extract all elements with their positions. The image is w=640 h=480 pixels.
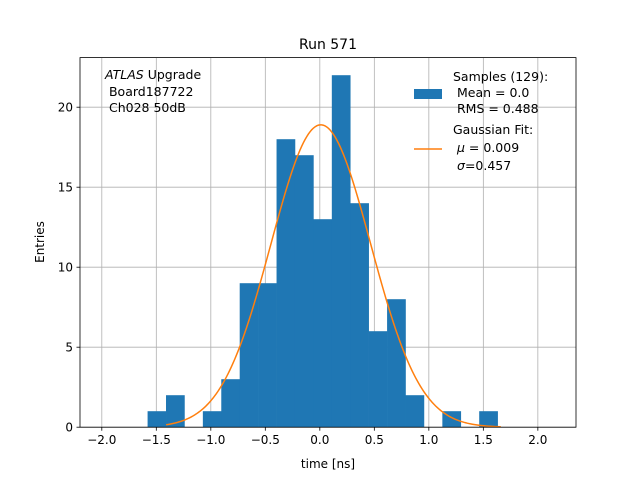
y-tick-label: 15 bbox=[58, 181, 73, 195]
x-tick-label: 0.5 bbox=[365, 433, 384, 447]
histogram-bar bbox=[258, 283, 277, 428]
legend-samples-rms: RMS = 0.488 bbox=[453, 101, 539, 116]
x-tick-label: −1.5 bbox=[142, 433, 171, 447]
x-axis-ticks: −2.0 −1.5 −1.0 −0.5 0.0 0.5 1.0 1.5 2.0 bbox=[87, 427, 547, 447]
y-tick-label: 0 bbox=[65, 421, 73, 435]
x-tick-label: 2.0 bbox=[528, 433, 547, 447]
y-tick-label: 20 bbox=[58, 101, 73, 115]
svg-text:ATLAS Upgrade: ATLAS Upgrade bbox=[104, 67, 201, 82]
legend-sigma-symbol: σ bbox=[457, 158, 466, 173]
channel-label: Ch028 50dB bbox=[105, 100, 186, 115]
svg-text:σ=0.457: σ=0.457 bbox=[457, 158, 511, 173]
histogram-bar bbox=[166, 395, 185, 428]
histogram-bar bbox=[202, 411, 222, 428]
histogram-bar bbox=[350, 203, 369, 428]
x-tick-label: 1.0 bbox=[419, 433, 438, 447]
legend-samples-mean: Mean = 0.0 bbox=[453, 85, 529, 100]
plot-frame bbox=[79, 57, 577, 428]
histogram-bar bbox=[368, 331, 388, 428]
legend-mu-symbol: μ bbox=[456, 140, 465, 155]
histogram-bar bbox=[331, 75, 351, 428]
run-annotation: ATLAS Upgrade Board187722 Ch028 50dB bbox=[104, 67, 201, 115]
legend-samples-title: Samples (129): bbox=[453, 69, 548, 84]
histogram-bar bbox=[479, 411, 498, 428]
histogram-bar bbox=[387, 299, 406, 428]
x-axis-label: time [ns] bbox=[301, 457, 355, 471]
experiment-name: ATLAS bbox=[104, 67, 144, 82]
y-axis-ticks: 0 5 10 15 20 bbox=[58, 101, 80, 435]
histogram-bar bbox=[405, 395, 425, 428]
svg-text:μ = 0.009: μ = 0.009 bbox=[456, 140, 519, 155]
histogram-bar bbox=[313, 219, 333, 428]
chart-title: Run 571 bbox=[299, 37, 357, 53]
histogram-bar bbox=[294, 155, 314, 428]
histogram-bar bbox=[221, 379, 241, 428]
x-tick-label: 0.0 bbox=[310, 433, 329, 447]
legend: Samples (129): Mean = 0.0 RMS = 0.488 Ga… bbox=[414, 69, 548, 173]
legend-sigma-value: =0.457 bbox=[465, 158, 511, 173]
upgrade-label: Upgrade bbox=[144, 67, 202, 82]
legend-fit-title: Gaussian Fit: bbox=[453, 122, 533, 137]
x-tick-label: −0.5 bbox=[251, 433, 280, 447]
x-tick-label: 1.5 bbox=[474, 433, 493, 447]
y-tick-label: 10 bbox=[58, 261, 73, 275]
x-tick-label: −2.0 bbox=[87, 433, 116, 447]
gaussian-fit-line bbox=[166, 124, 501, 428]
legend-mu-value: = 0.009 bbox=[465, 140, 519, 155]
legend-samples-patch bbox=[414, 89, 442, 99]
y-axis-label: Entries bbox=[33, 221, 47, 263]
histogram-bar bbox=[147, 411, 167, 428]
histogram-bar bbox=[239, 283, 259, 428]
histogram-bar bbox=[276, 139, 296, 428]
x-tick-label: −1.0 bbox=[196, 433, 225, 447]
board-label: Board187722 bbox=[105, 84, 193, 99]
histogram-bars bbox=[147, 75, 498, 428]
y-tick-label: 5 bbox=[65, 341, 73, 355]
